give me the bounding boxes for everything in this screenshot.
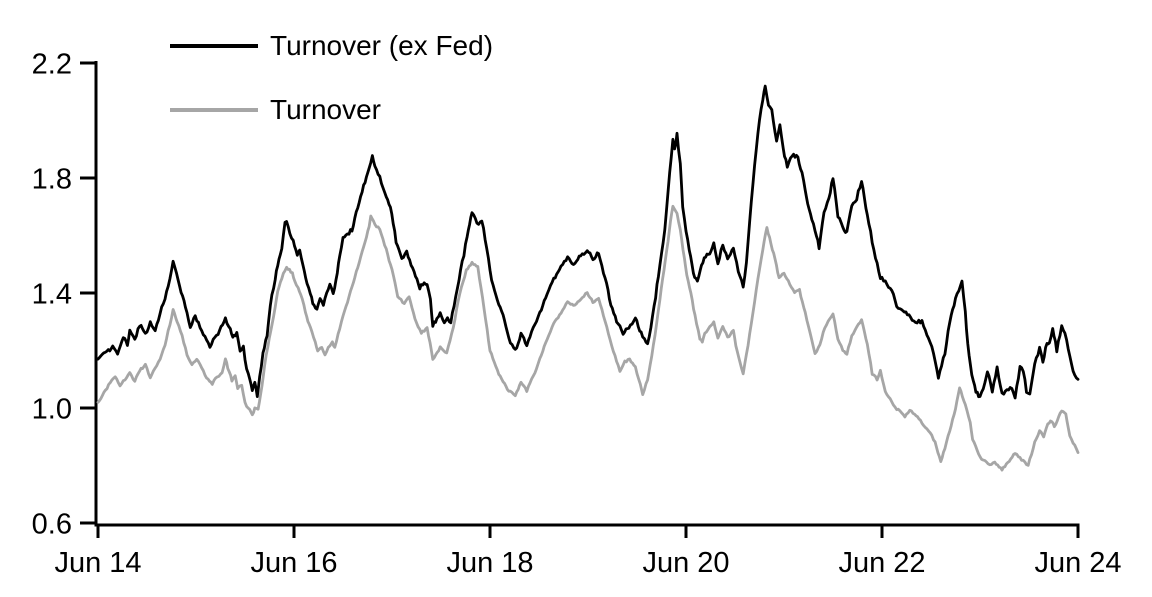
x-tick-label: Jun 20: [642, 547, 729, 579]
x-tick-label: Jun 24: [1034, 547, 1121, 579]
y-tick-label: 1.4: [32, 278, 72, 310]
series-line-turnover-ex-fed: [96, 84, 1080, 400]
x-tick-label: Jun 14: [54, 547, 141, 579]
legend-item-turnover: Turnover: [170, 96, 381, 124]
y-tick-label: 2.2: [32, 48, 72, 80]
legend-line-sample-gray: [170, 108, 258, 112]
x-tick-label: Jun 16: [250, 547, 337, 579]
legend-label: Turnover (ex Fed): [270, 30, 494, 61]
legend-label: Turnover: [270, 94, 382, 125]
y-tick-label: 1.8: [32, 163, 72, 195]
y-tick-label: 0.6: [32, 508, 72, 540]
legend-item-turnover-ex-fed: Turnover (ex Fed): [170, 32, 493, 60]
series-line-turnover: [96, 204, 1080, 472]
legend-line-sample-black: [170, 44, 258, 48]
x-tick-label: Jun 22: [838, 547, 925, 579]
x-tick-label: Jun 18: [446, 547, 533, 579]
y-tick-label: 1.0: [32, 393, 72, 425]
